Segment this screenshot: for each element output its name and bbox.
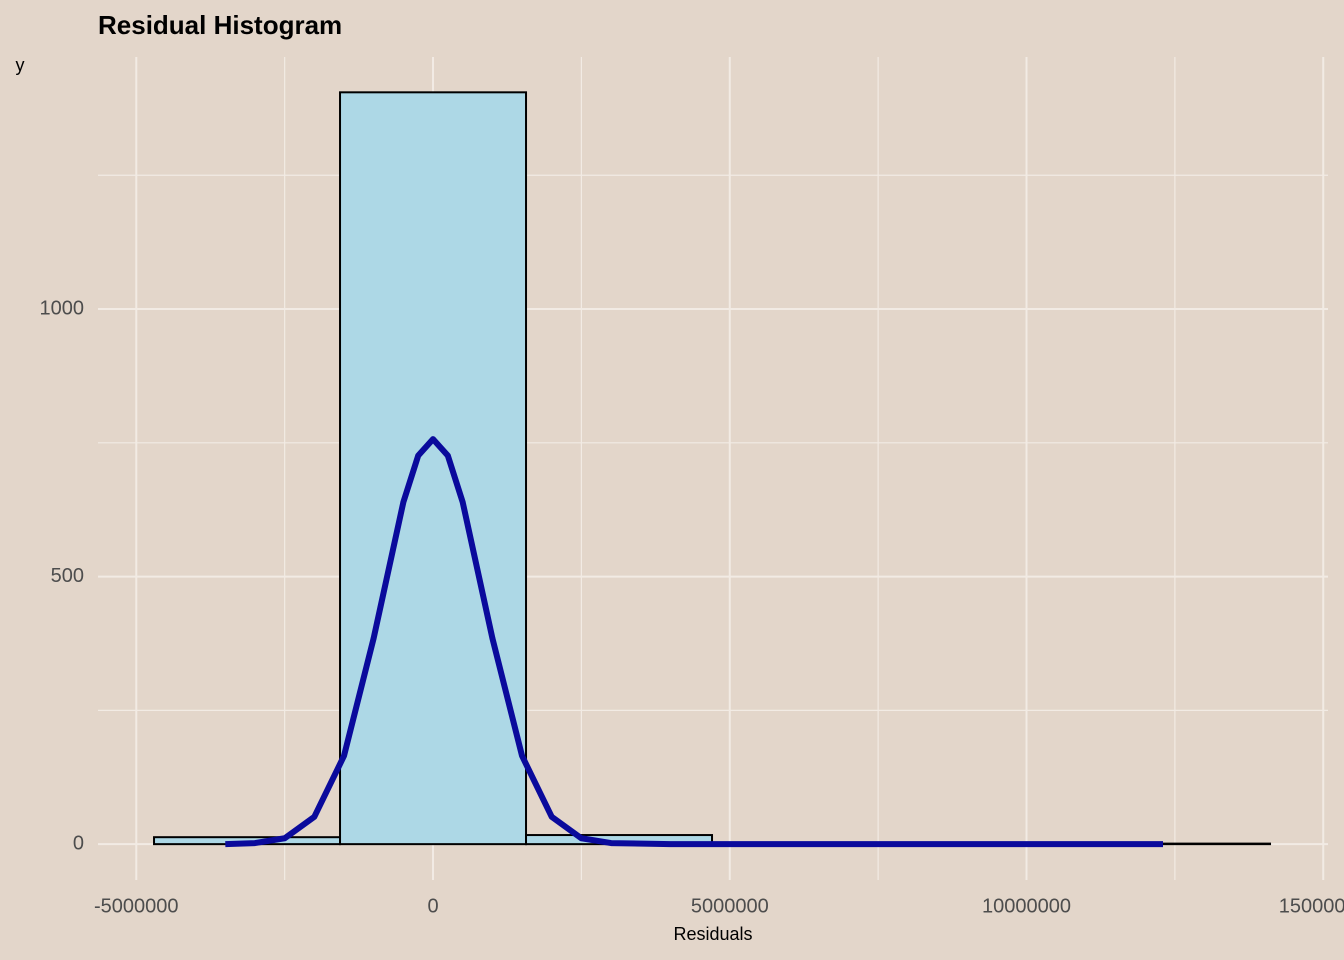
x-axis-label: Residuals	[673, 924, 752, 944]
x-tick-label: 15000000	[1279, 895, 1344, 917]
y-tick-label: 0	[73, 832, 84, 854]
bar	[339, 91, 528, 846]
y-axis-label: y	[16, 55, 25, 75]
y-tick-label: 500	[51, 565, 84, 587]
y-tick-label: 1000	[40, 297, 85, 319]
density-curve	[225, 436, 1164, 848]
x-tick-label: 0	[427, 895, 438, 917]
x-tick-label: -5000000	[94, 895, 179, 917]
x-tick-label: 5000000	[691, 895, 769, 917]
x-tick-label: 10000000	[982, 895, 1071, 917]
chart-title: Residual Histogram	[98, 10, 342, 40]
